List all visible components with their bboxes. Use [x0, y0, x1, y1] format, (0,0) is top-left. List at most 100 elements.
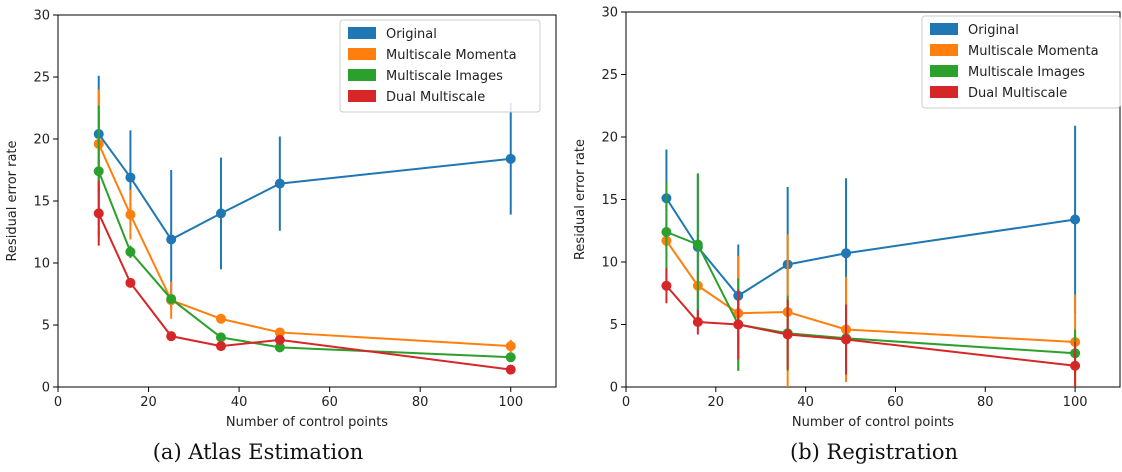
- y-tick-label: 30: [601, 6, 618, 21]
- legend-entry: Dual Multiscale: [968, 86, 1067, 101]
- x-tick-label: 0: [54, 395, 62, 410]
- legend-box: [921, 15, 1121, 109]
- y-tick-label: 25: [33, 71, 50, 86]
- data-point: [692, 239, 703, 250]
- series-multiscale-images: [661, 173, 1081, 377]
- data-point: [125, 246, 136, 257]
- series-line: [97, 133, 511, 241]
- series-line: [665, 285, 1076, 367]
- data-point: [505, 364, 516, 375]
- legend-entry: Dual Multiscale: [386, 90, 485, 105]
- chart-panel-a: 0 20 40 60 80 100 0 5 10 15 20 25 30 Number of contro…: [5, 9, 557, 430]
- legend: Original Multiscale Momenta Multiscale Ima…: [921, 15, 1121, 109]
- data-point: [505, 153, 516, 164]
- y-axis-label: Residual error rate: [573, 139, 588, 260]
- x-tick-label: 60: [321, 395, 338, 410]
- y-tick-label: 10: [601, 256, 618, 271]
- y-tick-label: 30: [33, 9, 50, 24]
- series-line: [97, 170, 511, 359]
- legend-swatch: [348, 90, 376, 102]
- data-point: [692, 317, 703, 327]
- series-dual-multiscale: [661, 268, 1081, 387]
- x-tick-label: 0: [622, 395, 630, 410]
- series-line: [665, 197, 1076, 298]
- data-point: [274, 342, 285, 353]
- y-tick-label: 0: [42, 381, 50, 396]
- data-point: [733, 319, 744, 330]
- y-tick-label: 10: [33, 257, 50, 272]
- chart-panel-b: 0 20 40 60 80 100 0 5 10 15 20 25 30 Number of contro…: [573, 6, 1121, 430]
- data-point: [274, 178, 285, 189]
- data-point: [215, 332, 226, 343]
- legend-box: [339, 19, 541, 113]
- legend-entry: Multiscale Images: [968, 65, 1085, 80]
- data-point: [1070, 360, 1081, 371]
- data-point: [1070, 214, 1081, 225]
- legend-swatch: [930, 65, 958, 77]
- legend-entry: Multiscale Momenta: [386, 48, 517, 63]
- data-point: [661, 280, 672, 291]
- y-tick-label: 0: [610, 381, 618, 396]
- series-dual-multiscale: [93, 181, 516, 375]
- legend-swatch: [930, 86, 958, 98]
- y-tick-label: 15: [33, 195, 50, 210]
- data-point: [215, 313, 226, 324]
- data-point: [125, 277, 136, 288]
- legend-swatch: [930, 44, 958, 56]
- data-point: [93, 208, 104, 219]
- y-tick-label: 5: [42, 319, 50, 334]
- x-axis-label: Number of control points: [226, 415, 388, 430]
- y-tick-label: 20: [601, 131, 618, 146]
- legend-entry: Original: [968, 23, 1019, 38]
- y-tick-label: 25: [601, 68, 618, 83]
- data-point: [125, 209, 136, 220]
- data-point: [841, 334, 852, 345]
- x-tick-label: 40: [231, 395, 248, 410]
- data-point: [505, 352, 516, 363]
- legend-entry: Multiscale Momenta: [968, 44, 1099, 59]
- caption-a: (a) Atlas Estimation: [152, 440, 364, 464]
- caption-b: (b) Registration: [790, 440, 958, 464]
- data-point: [215, 208, 226, 219]
- legend-entry: Original: [386, 27, 437, 42]
- data-point: [125, 172, 136, 183]
- x-tick-label: 100: [1063, 395, 1088, 410]
- data-point: [274, 334, 285, 345]
- series-line: [97, 143, 511, 348]
- series-line: [665, 240, 1076, 343]
- data-point: [782, 329, 793, 340]
- x-tick-label: 80: [977, 395, 994, 410]
- x-axis-label: Number of control points: [792, 415, 954, 430]
- y-tick-label: 5: [610, 318, 618, 333]
- legend-swatch: [348, 48, 376, 60]
- data-point: [166, 234, 177, 245]
- series-original: [661, 125, 1081, 347]
- legend-swatch: [348, 27, 376, 39]
- y-tick-label: 15: [601, 193, 618, 208]
- data-point: [505, 341, 516, 352]
- data-point: [166, 293, 177, 304]
- x-tick-label: 20: [708, 395, 725, 410]
- data-point: [661, 227, 672, 237]
- data-point: [93, 166, 104, 177]
- legend-swatch: [348, 69, 376, 81]
- x-tick-label: 60: [887, 395, 904, 410]
- x-tick-label: 100: [498, 395, 523, 410]
- y-tick-label: 20: [33, 133, 50, 148]
- y-axis-label: Residual error rate: [5, 140, 20, 261]
- series-multiscale-momenta: [93, 89, 516, 353]
- data-point: [215, 341, 226, 352]
- x-tick-label: 40: [797, 395, 814, 410]
- data-point: [274, 327, 285, 338]
- legend-swatch: [930, 23, 958, 35]
- series-multiscale-momenta: [661, 222, 1081, 387]
- x-tick-label: 20: [140, 395, 157, 410]
- data-point: [841, 248, 852, 259]
- series-multiscale-images: [93, 105, 516, 363]
- legend: Original Multiscale Momenta Multiscale Ima…: [339, 19, 541, 113]
- series-line: [97, 212, 511, 371]
- legend-entry: Multiscale Images: [386, 69, 503, 84]
- x-tick-label: 80: [412, 395, 429, 410]
- data-point: [166, 331, 177, 342]
